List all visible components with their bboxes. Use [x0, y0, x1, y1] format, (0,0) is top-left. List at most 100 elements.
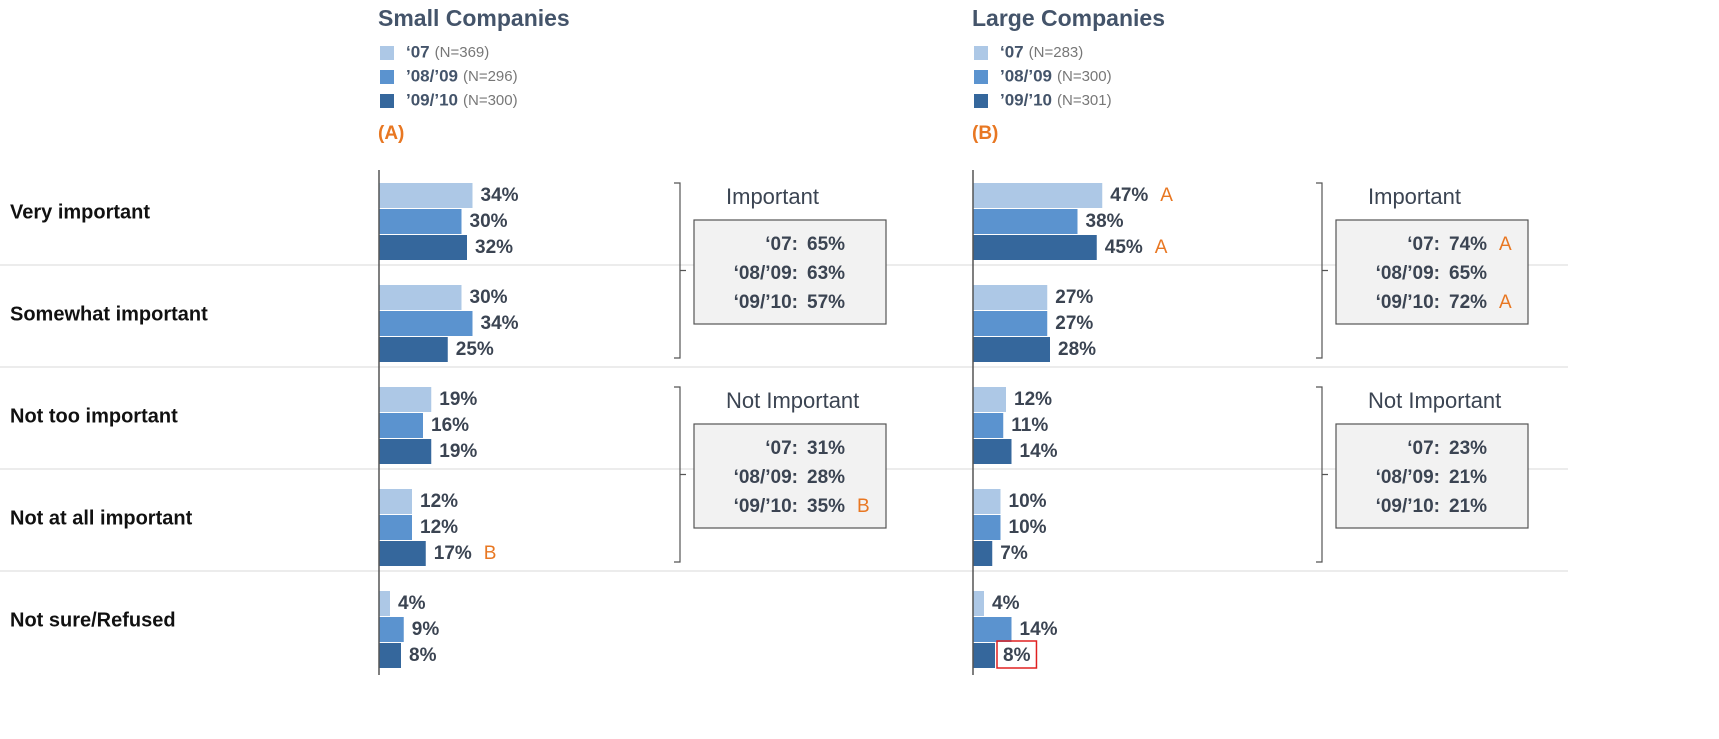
bar: [973, 209, 1078, 234]
value-label: 28%: [1058, 339, 1096, 360]
value-label: 10%: [1009, 517, 1047, 538]
value-label: 45%: [1105, 237, 1143, 258]
legend-name: ’08/’09: [406, 66, 458, 85]
bar: [973, 183, 1103, 208]
bar: [379, 617, 404, 642]
bar: [973, 235, 1097, 260]
group-title: Not Important: [1368, 388, 1501, 413]
legend-name: ‘07: [406, 42, 430, 61]
panel-label: (B): [972, 123, 998, 144]
bar: [379, 643, 401, 668]
group-row-value: 23%: [1449, 438, 1487, 459]
category-label: Not too important: [10, 405, 178, 427]
bar: [973, 515, 1001, 540]
legend-n: (N=369): [435, 44, 490, 61]
legend-name: ’09/’10: [406, 90, 458, 109]
group-row-label: ‘09/’10:: [734, 496, 798, 517]
group-title: Not Important: [726, 388, 859, 413]
group-row-label: ‘09/’10:: [1376, 292, 1440, 313]
value-label: 19%: [439, 441, 477, 462]
value-label: 30%: [470, 211, 508, 232]
value-label: 8%: [1003, 645, 1031, 666]
value-label: 17%: [434, 543, 472, 564]
panel-title: Large Companies: [972, 5, 1165, 31]
bracket: [674, 182, 686, 359]
value-label: 9%: [412, 619, 440, 640]
value-label: 47%: [1110, 185, 1148, 206]
value-label: 27%: [1055, 313, 1093, 334]
value-label: 12%: [420, 491, 458, 512]
value-label: 19%: [439, 389, 477, 410]
bar: [973, 311, 1048, 336]
legend-name: ’09/’10: [1000, 90, 1052, 109]
significance-marker: A: [1155, 237, 1168, 258]
bar: [973, 617, 1012, 642]
group-row-value: 65%: [807, 234, 845, 255]
bar: [379, 541, 426, 566]
group-row-label: ‘08/’09:: [734, 467, 798, 488]
bar: [973, 541, 993, 566]
legend-swatch: [380, 46, 394, 60]
legend-swatch: [974, 70, 988, 84]
highlight-box: [996, 640, 1038, 669]
group-row-value: 35%: [807, 496, 845, 517]
value-label: 14%: [1020, 441, 1058, 462]
value-label: 34%: [481, 313, 519, 334]
group-box: [1335, 219, 1529, 325]
value-label: 14%: [1020, 619, 1058, 640]
bar: [973, 413, 1004, 438]
bar: [379, 183, 473, 208]
panel-title: Small Companies: [378, 5, 570, 31]
group-row-label: ‘07:: [765, 234, 798, 255]
bracket: [674, 386, 686, 563]
group-row-value: 31%: [807, 438, 845, 459]
legend-name: ‘07: [1000, 42, 1024, 61]
group-title: Important: [726, 184, 819, 209]
value-label: 32%: [475, 237, 513, 258]
significance-marker: B: [857, 496, 870, 517]
group-row-label: ‘09/’10:: [1376, 496, 1440, 517]
bar: [379, 591, 390, 616]
group-title: Important: [1368, 184, 1461, 209]
value-label: 7%: [1000, 543, 1028, 564]
value-label: 11%: [1011, 415, 1048, 436]
legend-n: (N=283): [1029, 44, 1084, 61]
group-row-label: ‘07:: [765, 438, 798, 459]
legend-n: (N=301): [1057, 92, 1112, 109]
legend-n: (N=300): [463, 92, 518, 109]
group-box: [693, 219, 887, 325]
bar: [379, 311, 473, 336]
group-row-value: 74%: [1449, 234, 1487, 255]
group-row-label: ‘08/’09:: [1376, 263, 1440, 284]
category-label: Very important: [10, 201, 150, 223]
group-row-label: ‘08/’09:: [734, 263, 798, 284]
bar: [379, 209, 462, 234]
group-row-value: 21%: [1449, 467, 1487, 488]
group-row-value: 57%: [807, 292, 845, 313]
group-box: [1335, 423, 1529, 529]
value-label: 10%: [1009, 491, 1047, 512]
legend-swatch: [974, 46, 988, 60]
value-label: 8%: [409, 645, 437, 666]
group-row-label: ‘08/’09:: [1376, 467, 1440, 488]
value-label: 38%: [1086, 211, 1124, 232]
significance-marker: A: [1499, 292, 1512, 313]
legend-n: (N=296): [463, 68, 518, 85]
bar: [379, 515, 412, 540]
category-label: Not sure/Refused: [10, 609, 176, 631]
group-box: [693, 423, 887, 529]
category-label: Somewhat important: [10, 303, 208, 325]
significance-marker: A: [1499, 234, 1512, 255]
legend-swatch: [380, 70, 394, 84]
value-label: 16%: [431, 415, 469, 436]
legend-swatch: [974, 94, 988, 108]
bracket: [1316, 182, 1328, 359]
group-row-value: 28%: [807, 467, 845, 488]
bar: [379, 337, 448, 362]
value-label: 4%: [398, 593, 426, 614]
group-row-value: 21%: [1449, 496, 1487, 517]
bar: [973, 489, 1001, 514]
bracket: [1316, 386, 1328, 563]
bar: [379, 235, 467, 260]
